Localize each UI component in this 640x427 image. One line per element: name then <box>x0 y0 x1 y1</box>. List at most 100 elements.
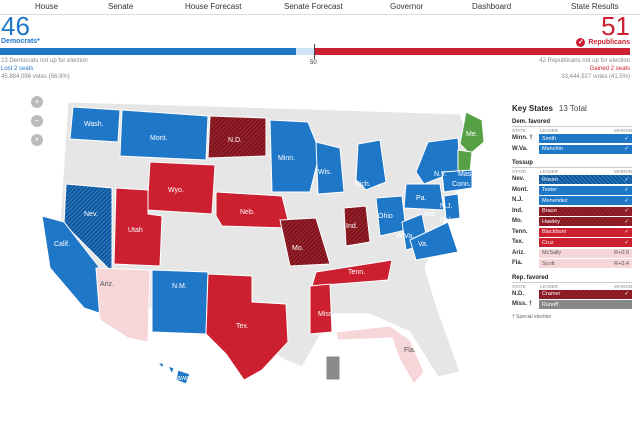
dem-seat-count: 46 <box>1 11 30 41</box>
map-label: Mass. <box>458 171 477 178</box>
state-tenn[interactable] <box>311 259 393 287</box>
row-leader-cell: Manchin ✓ <box>539 144 632 154</box>
row-margin: ✓ <box>624 229 629 236</box>
row-leader-cell: McSally R+0.9 <box>539 248 632 258</box>
state-miss-runoff-marker[interactable] <box>325 355 341 381</box>
state-nd[interactable] <box>207 115 267 159</box>
us-senate-map[interactable]: Wash. Mont. N.D. Minn. Me. Wyo. Nev. Uta… <box>40 92 510 392</box>
nav-senate[interactable]: Senate <box>108 2 134 11</box>
section-title: Rep. favored <box>512 275 632 283</box>
map-label: Nev. <box>84 211 98 218</box>
table-row[interactable]: Nev. Rosen ✓ <box>512 174 632 185</box>
table-row[interactable]: N.D. Cramer ✓ <box>512 289 632 300</box>
zoom-in-icon[interactable]: + <box>31 96 43 108</box>
map-label: Minn. <box>278 155 295 162</box>
state-nj-del[interactable] <box>443 193 461 221</box>
nav-house-forecast[interactable]: House Forecast <box>185 2 242 11</box>
map-label: N.J. <box>440 203 453 210</box>
row-state: Tex. <box>512 239 524 246</box>
row-state: Mo. <box>512 218 523 225</box>
map-label: Del. <box>440 217 453 224</box>
rep-label-wrap: ✓ Republicans <box>576 38 630 47</box>
map-label: Miss. <box>318 311 334 318</box>
map-label: N.D. <box>228 137 242 144</box>
map-label: Conn. <box>452 181 471 188</box>
table-row[interactable]: Minn. † Smith ✓ <box>512 133 632 144</box>
dem-votes: 45,884,096 votes (56.9%) <box>1 74 70 80</box>
table-row[interactable]: Tenn. Blackburn ✓ <box>512 227 632 238</box>
column-header: LEADER <box>540 283 559 289</box>
table-row[interactable]: Ind. Braun ✓ <box>512 206 632 217</box>
row-leader: Scott <box>542 260 555 267</box>
state-nm[interactable] <box>151 269 209 335</box>
zoom-out-icon[interactable]: − <box>31 115 43 127</box>
state-ariz[interactable] <box>95 267 151 343</box>
table-row[interactable]: N.J. Menendez ✓ <box>512 195 632 206</box>
state-minn[interactable] <box>269 119 321 193</box>
nav-governor[interactable]: Governor <box>390 2 424 11</box>
state-wis[interactable] <box>315 141 345 195</box>
state-fla[interactable] <box>335 325 425 385</box>
row-margin: ✓ <box>624 146 629 153</box>
state-pa[interactable] <box>403 183 445 211</box>
row-leader: Braun <box>542 208 557 215</box>
row-state: Mont. <box>512 186 528 193</box>
state-ind[interactable] <box>343 205 371 247</box>
column-headers: STATE LEADER MARGIN <box>512 128 632 133</box>
state-mo[interactable] <box>279 217 331 267</box>
state-tex[interactable] <box>205 273 289 381</box>
rep-votes: 33,444,927 votes (41.5%) <box>561 74 630 80</box>
map-label: Hawaii <box>172 375 193 382</box>
table-row[interactable]: Miss. † Runoff <box>512 299 632 310</box>
map-label: Wyo. <box>168 187 184 194</box>
column-header: LEADER <box>540 169 559 174</box>
table-row[interactable]: Fla. Scott R+0.4 <box>512 258 632 269</box>
column-header: STATE <box>512 128 526 133</box>
table-row[interactable]: Tex. Cruz ✓ <box>512 237 632 248</box>
map-label: Wash. <box>84 121 104 128</box>
state-va[interactable] <box>409 221 459 261</box>
dem-not-up-bar <box>296 48 314 55</box>
top-nav: House Senate House Forecast Senate Forec… <box>0 0 640 15</box>
table-row[interactable]: Mo. Hawley ✓ <box>512 216 632 227</box>
map-label: Pa. <box>416 195 427 202</box>
row-leader: Tester <box>542 187 557 194</box>
nav-house[interactable]: House <box>35 2 59 11</box>
row-margin: ✓ <box>624 239 629 246</box>
map-label: N.Y. <box>434 171 447 178</box>
row-margin: ✓ <box>624 187 629 194</box>
zoom-reset-icon[interactable]: × <box>31 134 43 146</box>
row-margin: ✓ <box>624 135 629 142</box>
footnote: † Special election <box>512 313 552 320</box>
map-label: Calif. <box>54 241 70 248</box>
state-utah[interactable] <box>113 187 163 267</box>
state-mont[interactable] <box>119 109 209 161</box>
row-leader: Smith <box>542 135 557 142</box>
table-row[interactable]: Ariz. McSally R+0.9 <box>512 248 632 259</box>
state-me[interactable] <box>459 111 485 155</box>
nav-dashboard[interactable]: Dashboard <box>472 2 512 11</box>
row-leader: Blackburn <box>542 229 567 236</box>
row-leader-cell: Rosen ✓ <box>539 175 632 185</box>
table-row[interactable]: W.Va. Manchin ✓ <box>512 144 632 155</box>
row-margin: ✓ <box>624 218 629 225</box>
row-state: N.J. <box>512 197 524 204</box>
state-mass-conn[interactable] <box>441 169 473 193</box>
majority-line <box>314 44 315 59</box>
row-leader-cell: Tester ✓ <box>539 185 632 195</box>
row-state: W.Va. <box>512 145 528 152</box>
state-wash[interactable] <box>69 106 121 143</box>
row-leader: Menendez <box>542 197 568 204</box>
row-leader: Manchin <box>542 146 563 153</box>
key-states-sections: Dem. favored STATE LEADER MARGIN Minn. † Smit… <box>512 119 632 310</box>
row-leader-cell: Cramer ✓ <box>539 289 632 299</box>
nav-senate-forecast[interactable]: Senate Forecast <box>284 2 343 11</box>
state-hawaii[interactable] <box>156 361 191 385</box>
state-neb[interactable] <box>215 191 291 229</box>
state-miss[interactable] <box>309 283 333 335</box>
row-state: Miss. † <box>512 301 533 308</box>
nav-state-results[interactable]: State Results <box>571 2 619 11</box>
row-state: Minn. † <box>512 135 533 142</box>
table-row[interactable]: Mont. Tester ✓ <box>512 185 632 196</box>
state-mich[interactable] <box>355 139 387 191</box>
